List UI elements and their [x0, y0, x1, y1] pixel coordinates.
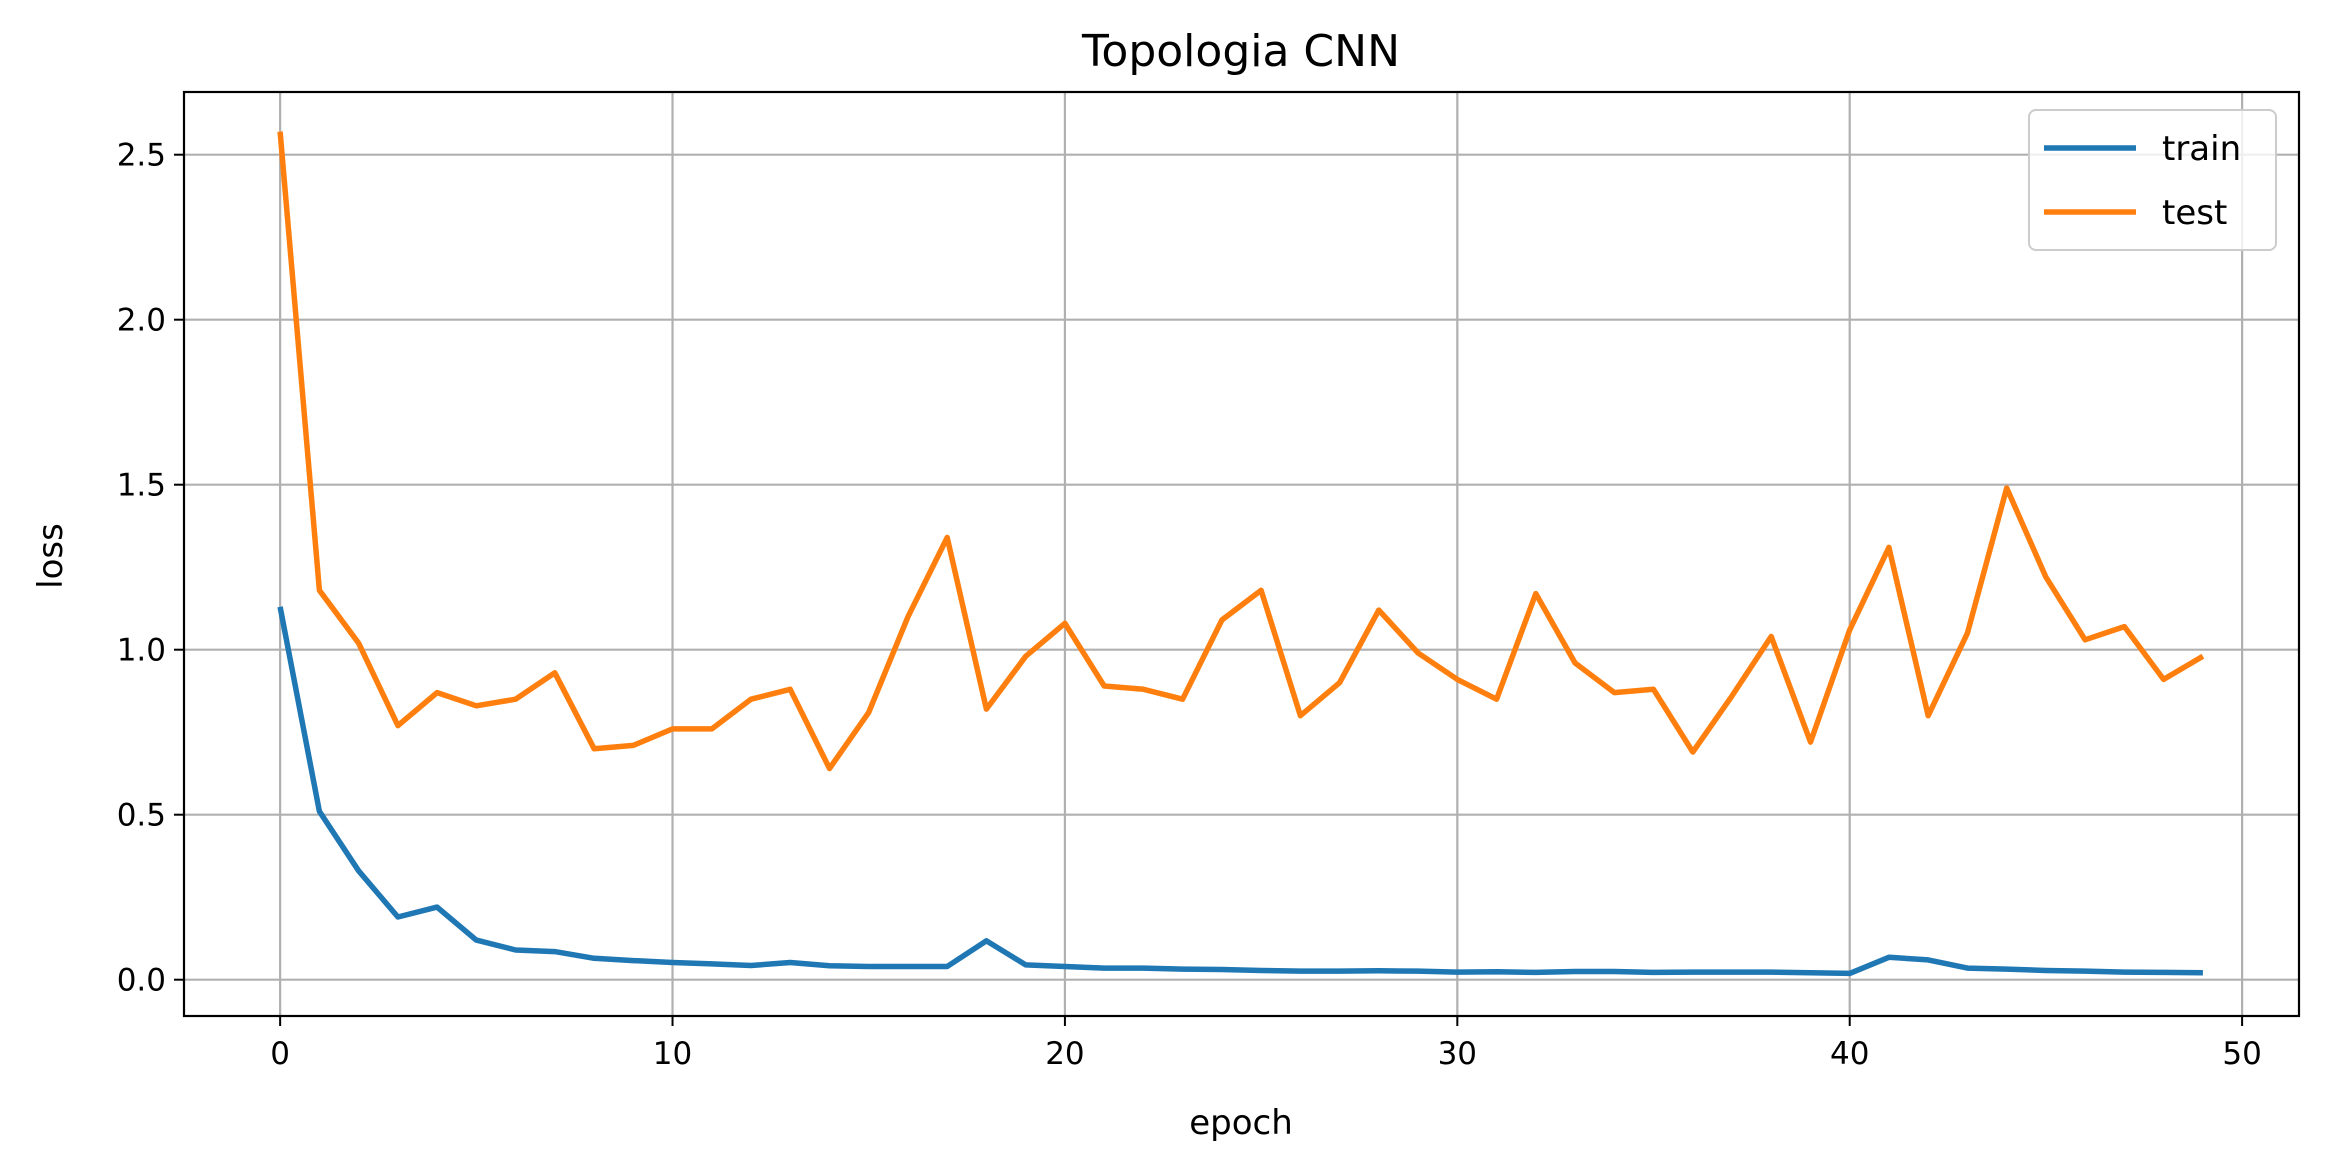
y-axis: 0.0 0.5 1.0 1.5 2.0 2.5	[117, 138, 184, 999]
plot-area-frame	[182, 90, 2301, 1018]
y-tick-label: 2.0	[117, 303, 166, 339]
x-tick-label: 40	[1830, 1036, 1869, 1072]
x-tick-label: 50	[2222, 1036, 2261, 1072]
x-tick-label: 0	[270, 1036, 290, 1072]
y-tick-label: 2.5	[117, 138, 166, 174]
grid-lines	[184, 92, 2299, 1016]
x-tick-label: 20	[1045, 1036, 1084, 1072]
series-line-train	[277, 606, 2203, 977]
x-tick-label: 10	[653, 1036, 692, 1072]
y-tick-label: 1.0	[117, 633, 166, 669]
series-line-test	[277, 131, 2205, 772]
x-axis-label: epoch	[1189, 1103, 1293, 1143]
chart-title: Topologia CNN	[1081, 26, 1400, 77]
y-axis-label: loss	[31, 523, 71, 589]
series-group	[277, 131, 2205, 977]
y-tick-label: 0.0	[117, 963, 166, 999]
y-tick-label: 1.5	[117, 468, 166, 504]
legend-label-train: train	[2162, 129, 2241, 169]
y-tick-label: 0.5	[117, 798, 166, 834]
legend-box	[2028, 109, 2277, 251]
legend-label-test: test	[2162, 193, 2227, 233]
x-tick-label: 30	[1438, 1036, 1477, 1072]
x-axis: 0 10 20 30 40 50	[270, 1016, 2262, 1072]
legend: train test	[2028, 109, 2277, 251]
